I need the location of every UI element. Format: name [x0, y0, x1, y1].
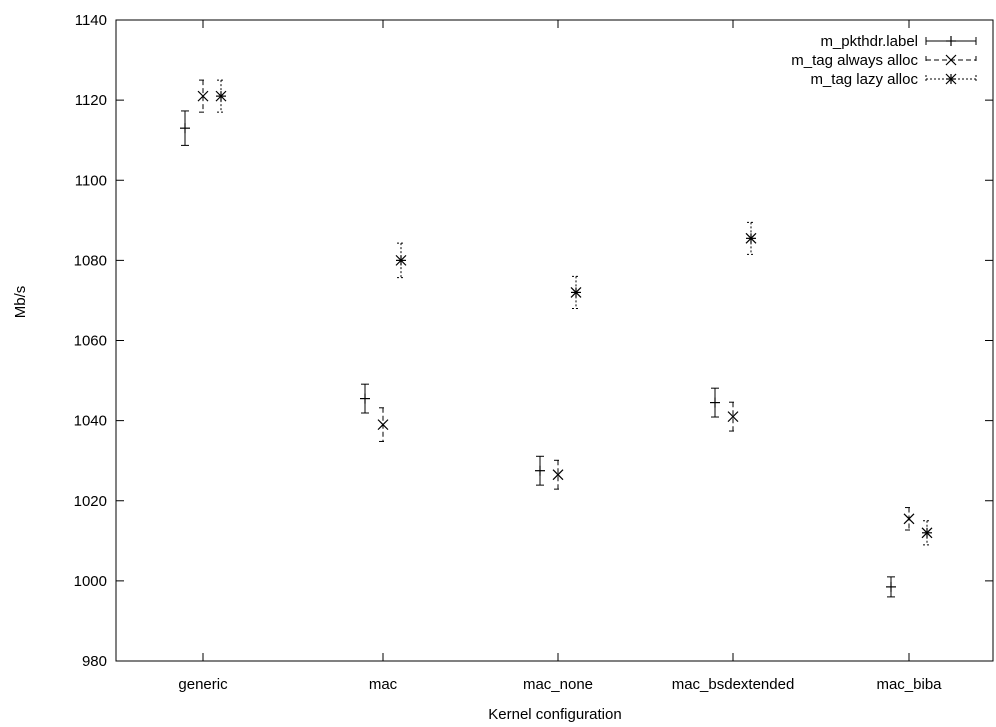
x-axis-title: Kernel configuration: [488, 706, 621, 723]
legend-item: m_tag lazy alloc: [810, 71, 977, 88]
y-tick-label: 980: [82, 653, 107, 670]
y-tick-label: 1120: [75, 92, 107, 109]
x-tick-label: generic: [178, 676, 228, 693]
x-tick-label: mac_none: [523, 676, 593, 693]
data-point: [215, 90, 227, 102]
data-point: [727, 411, 739, 423]
y-tick-label: 1080: [74, 252, 107, 269]
data-point: [570, 287, 582, 298]
legend-label: m_tag always alloc: [791, 52, 918, 69]
data-point-stroke: [377, 419, 389, 431]
legend-item: m_pkthdr.label: [820, 33, 977, 50]
x-axis: generic mac mac_none mac_bsdextended mac_bib…: [178, 20, 942, 693]
data-point-stroke: [552, 469, 564, 481]
plot-frame: [115, 19, 994, 662]
data-point: [886, 581, 896, 592]
y-tick-label: 1140: [75, 12, 107, 29]
y-tick-label: 1000: [74, 573, 107, 590]
series-1: [180, 110, 896, 598]
y-tick-label: 1020: [74, 493, 107, 510]
data-point-stroke: [921, 527, 933, 539]
data-point-stroke: [745, 232, 757, 244]
legend-marker: [946, 36, 956, 46]
legend-marker-stroke: [945, 54, 957, 66]
data-point: [180, 123, 190, 134]
series-2: [197, 79, 915, 531]
data-point: [197, 90, 209, 102]
legend-item: m_tag always alloc: [791, 52, 977, 69]
legend-label: m_pkthdr.label: [820, 33, 918, 50]
error-bar: [729, 401, 737, 432]
data-point: [745, 232, 757, 244]
legend-label: m_tag lazy alloc: [810, 71, 918, 88]
series-3: [215, 79, 933, 546]
y-tick-label: 1040: [74, 413, 107, 430]
data-point-stroke: [395, 254, 407, 266]
series-layer: [180, 79, 933, 598]
legend: m_pkthdr.label m_tag always alloc m_tag la…: [791, 33, 977, 88]
x-tick-label: mac_bsdextended: [672, 676, 795, 693]
data-point-stroke: [215, 90, 227, 102]
data-point: [710, 397, 720, 408]
data-point: [535, 465, 545, 476]
data-point: [360, 393, 370, 404]
legend-marker: [945, 54, 957, 66]
y-axis: 980 1000 1020 1040 1060 1080 1100 1120 1140: [74, 12, 993, 670]
error-bar: [554, 459, 562, 490]
data-point: [921, 527, 933, 539]
y-axis-title: Mb/s: [12, 286, 29, 319]
data-point-stroke: [727, 411, 739, 423]
data-point-stroke: [903, 513, 915, 525]
legend-marker: [945, 73, 957, 85]
data-point: [552, 469, 564, 481]
legend-marker-stroke: [945, 73, 957, 85]
y-tick-label: 1100: [75, 172, 107, 189]
data-point: [903, 513, 915, 525]
data-point-stroke: [197, 90, 209, 102]
x-tick-label: mac_biba: [876, 676, 942, 693]
data-point-stroke: [570, 287, 582, 298]
data-point: [377, 419, 389, 431]
data-point: [395, 254, 407, 266]
plot-border: [115, 19, 994, 662]
x-tick-label: mac: [369, 676, 398, 693]
y-tick-label: 1060: [74, 333, 107, 350]
